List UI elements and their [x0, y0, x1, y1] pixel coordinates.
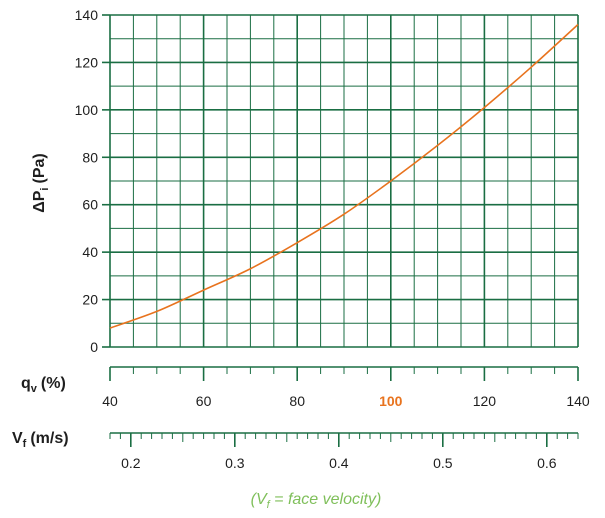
qv-axis-title-main: q — [21, 375, 31, 392]
qv-tick-label: 40 — [102, 393, 118, 409]
vf-tick-label: 0.2 — [121, 455, 141, 471]
y-axis-title: ΔPi (Pa) — [31, 153, 51, 212]
grid — [109, 14, 579, 348]
y-axis: 0 20 40 60 80 100 120 140 — [75, 7, 110, 355]
pressure-drop-curve — [109, 23, 579, 329]
y-tick-label: 0 — [90, 339, 98, 355]
vf-axis-title-unit: (m/s) — [30, 430, 68, 447]
y-tick-label: 80 — [82, 149, 98, 165]
y-tick-label: 20 — [82, 292, 98, 308]
qv-tick-label: 120 — [473, 393, 497, 409]
vf-tick-label: 0.5 — [433, 455, 453, 471]
note-sub: f — [267, 499, 271, 511]
qv-axis-title: qv (%) — [21, 375, 66, 395]
qv-axis-title-unit: (%) — [41, 375, 66, 392]
note-open: (V — [251, 491, 268, 508]
y-tick-label: 100 — [75, 102, 99, 118]
qv-tick-label: 60 — [196, 393, 212, 409]
y-axis-title-main: ΔP — [31, 190, 48, 213]
vf-tick-label: 0.6 — [537, 455, 557, 471]
qv-tick-label: 80 — [289, 393, 305, 409]
qv-tick-label: 140 — [566, 393, 590, 409]
y-axis-title-sub: i — [39, 188, 51, 191]
vf-axis-title-sub: f — [23, 438, 27, 450]
y-tick-label: 140 — [75, 7, 99, 23]
vf-axis: 0.2 0.3 0.4 0.5 0.6 — [109, 432, 579, 471]
qv-axis-title-sub: v — [31, 383, 38, 395]
qv-tick-label: 100 — [379, 393, 403, 409]
y-tick-label: 120 — [75, 54, 99, 70]
vf-tick-label: 0.4 — [329, 455, 349, 471]
vf-tick-label: 0.3 — [225, 455, 245, 471]
face-velocity-note: (Vf = face velocity) — [251, 491, 382, 511]
y-tick-label: 60 — [82, 197, 98, 213]
vf-axis-title: Vf (m/s) — [12, 430, 69, 450]
qv-axis: 40 60 80 100 120 140 — [102, 366, 590, 409]
y-tick-label: 40 — [82, 244, 98, 260]
y-axis-title-unit: (Pa) — [31, 153, 48, 183]
note-rest: = face velocity) — [270, 491, 382, 508]
curve-layer — [109, 23, 579, 329]
vf-axis-title-main: V — [12, 430, 23, 447]
